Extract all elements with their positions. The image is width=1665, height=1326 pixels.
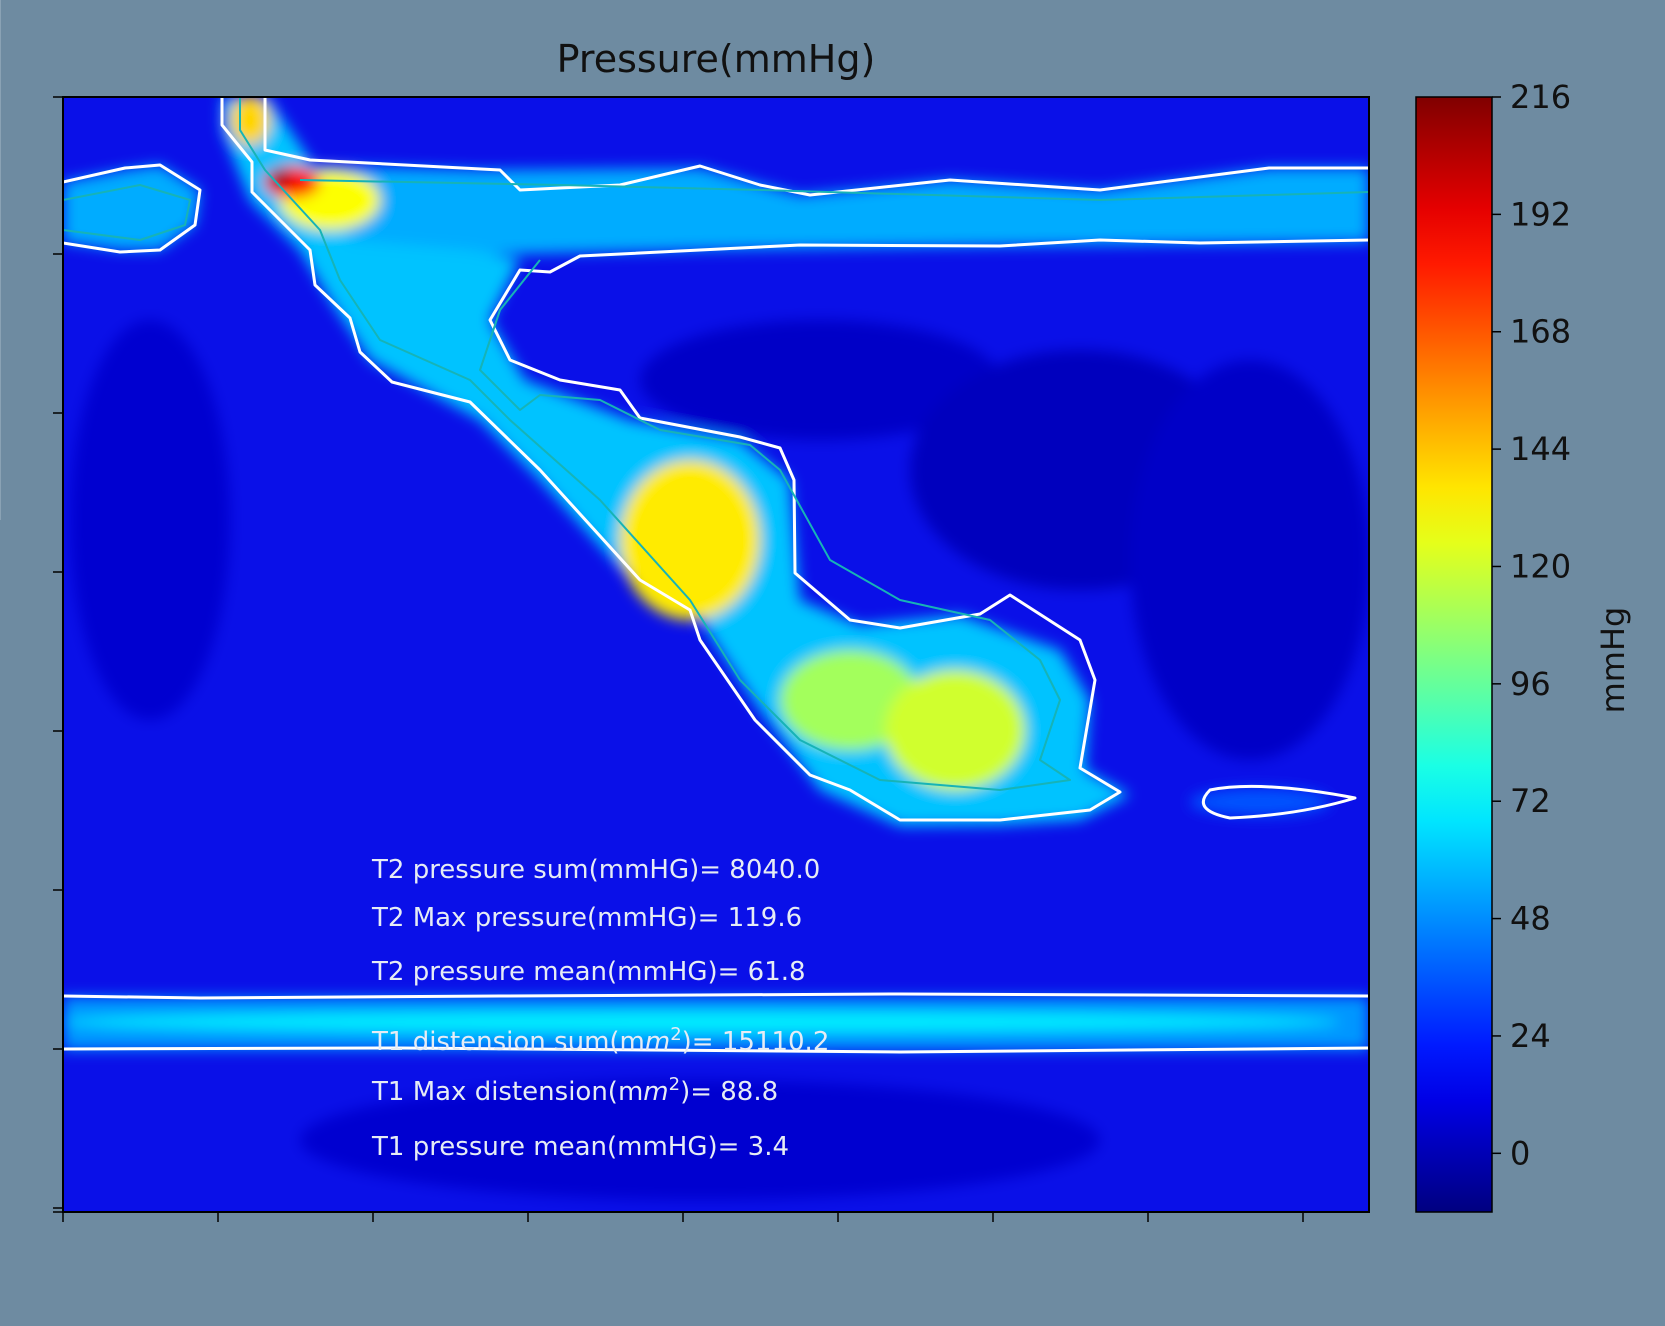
field-diagonal-ridge	[222, 97, 1130, 826]
heatmap-area	[63, 97, 1369, 1212]
colorbar-tick-label: 120	[1510, 547, 1571, 585]
y-axis-ticks	[53, 96, 63, 1213]
field-diagonal-peak	[885, 670, 1025, 790]
contour-top-left	[63, 163, 202, 254]
field-right-blob	[1190, 788, 1330, 816]
colorbar-frame	[1415, 96, 1493, 1213]
contour-teal	[239, 97, 1071, 791]
colorbar-tick-label: 72	[1510, 782, 1551, 820]
window-edge	[0, 0, 1, 520]
annotation-t1-dist-max: T1 Max distension(mm2)= 88.8	[371, 1074, 778, 1107]
colorbar-label: mmHg	[1594, 607, 1632, 714]
field-low-region	[300, 1080, 1100, 1200]
contour-top-band-upper	[263, 97, 1369, 197]
annotation-t2-mean: T2 pressure mean(mmHG)= 61.8	[371, 957, 806, 987]
contour-diagonal-outline	[220, 97, 1369, 822]
colorbar-tick-label: 48	[1510, 900, 1551, 938]
colorbar-tick-label: 0	[1510, 1134, 1530, 1172]
field-diagonal-peak	[780, 650, 920, 750]
field-diagonal-peak	[620, 460, 760, 620]
annotation-t2-sum: T2 pressure sum(mmHG)= 8040.0	[371, 855, 820, 885]
field-low-region	[640, 320, 1000, 440]
colorbar-gradient	[1416, 97, 1492, 1212]
field-low-region	[70, 320, 230, 720]
colorbar-tick-label: 216	[1510, 78, 1571, 116]
contour-bottom-lower	[63, 1046, 1369, 1054]
colorbar-tick-label: 144	[1510, 430, 1571, 468]
contour-teal	[299, 179, 1369, 201]
annotation-t2-max: T2 Max pressure(mmHG)= 119.6	[371, 903, 802, 933]
contour-teal	[63, 184, 191, 241]
colorbar: 0 24 48 72 96 120 144 168 192 216 mmHg	[1415, 78, 1632, 1213]
field-top-left-blob	[63, 165, 200, 250]
stats-annotations: T2 pressure sum(mmHG)= 8040.0 T2 Max pres…	[371, 855, 829, 1162]
plot-frame	[62, 96, 1370, 1213]
colorbar-tick-label: 96	[1510, 665, 1551, 703]
contour-right-blob	[1201, 784, 1357, 820]
chart-title: Pressure(mmHg)	[557, 37, 876, 81]
contour-bottom-upper	[63, 992, 1369, 1000]
colorbar-tick-label: 192	[1510, 195, 1571, 233]
annotation-t1-mean: T1 pressure mean(mmHG)= 3.4	[371, 1132, 789, 1162]
field-bottom-band-core	[63, 1012, 1340, 1032]
field-low-region	[1130, 360, 1369, 760]
colorbar-tick-label: 168	[1510, 313, 1571, 351]
colorbar-tick-label: 24	[1510, 1017, 1551, 1055]
annotation-t1-dist-sum: T1 distension sum(mm2)= 15110.2	[371, 1024, 829, 1057]
x-axis-ticks	[62, 1212, 1304, 1222]
